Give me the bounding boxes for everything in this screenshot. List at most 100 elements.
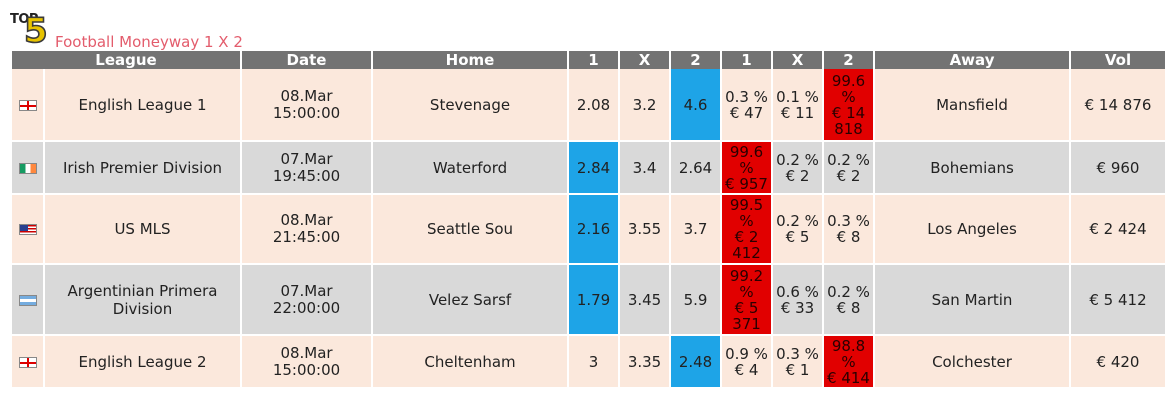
- date-cell: 07.Mar 19:45:00: [240, 141, 374, 195]
- table-row[interactable]: US MLS 08.Mar 21:45:00 Seattle Sou 2.16 3…: [10, 194, 1168, 265]
- date-day: 08.Mar: [280, 86, 333, 105]
- home-team-cell[interactable]: Velez Sarsf: [371, 264, 570, 336]
- header-away[interactable]: Away: [873, 51, 1072, 69]
- money-1-amount: € 5 371: [732, 298, 761, 333]
- home-team-cell[interactable]: Seattle Sou: [371, 194, 570, 265]
- away-team-cell[interactable]: Bohemians: [873, 141, 1072, 195]
- usa-flag-icon: [18, 224, 37, 235]
- table-row[interactable]: English League 1 08.Mar 15:00:00 Stevenag…: [10, 69, 1168, 142]
- logo-number: 5: [23, 11, 48, 51]
- league-cell[interactable]: Argentinian Primera Division: [42, 264, 243, 336]
- date-time: 15:00:00: [272, 103, 341, 122]
- league-cell[interactable]: English League 1: [42, 69, 243, 142]
- money-2-cell: 99.6 % € 14 818: [822, 69, 876, 142]
- odd-1-cell[interactable]: 2.08: [567, 69, 621, 142]
- date-time: 19:45:00: [272, 166, 341, 185]
- money-2-amount: € 14 818: [831, 103, 866, 138]
- header-money-x[interactable]: X: [771, 51, 825, 69]
- odd-2-cell[interactable]: 4.6: [669, 69, 723, 142]
- money-2-pct: 0.2 %: [827, 282, 870, 301]
- odd-2-cell[interactable]: 2.48: [669, 335, 723, 389]
- away-team-cell[interactable]: Colchester: [873, 335, 1072, 389]
- odd-2-cell[interactable]: 3.7: [669, 194, 723, 265]
- league-cell[interactable]: Irish Premier Division: [42, 141, 243, 195]
- money-1-pct: 0.9 %: [725, 344, 768, 363]
- money-x-amount: € 2: [785, 166, 810, 185]
- money-x-pct: 0.3 %: [776, 344, 819, 363]
- money-1-amount: € 2 412: [732, 228, 761, 262]
- money-1-cell: 99.5 % € 2 412: [720, 194, 774, 265]
- ireland-flag-icon: [18, 162, 37, 174]
- logo-top-text: TOP: [10, 12, 38, 27]
- volume-cell: € 14 876: [1069, 69, 1168, 142]
- money-1-amount: € 957: [725, 174, 768, 193]
- date-time: 15:00:00: [272, 360, 341, 379]
- money-2-cell: 0.2 % € 8: [822, 264, 876, 336]
- money-2-pct: 0.3 %: [827, 212, 870, 230]
- date-day: 07.Mar: [280, 149, 333, 168]
- odd-x-cell[interactable]: 3.4: [618, 141, 672, 195]
- table-row[interactable]: English League 2 08.Mar 15:00:00 Cheltenh…: [10, 335, 1168, 389]
- header-vol[interactable]: Vol: [1069, 51, 1168, 69]
- odd-2-cell[interactable]: 5.9: [669, 264, 723, 336]
- money-1-pct: 99.5 %: [729, 196, 764, 230]
- odd-1-cell[interactable]: 2.84: [567, 141, 621, 195]
- argentina-flag-icon: [18, 294, 37, 306]
- header-odd-2[interactable]: 2: [669, 51, 723, 69]
- league-cell[interactable]: English League 2: [42, 335, 243, 389]
- home-team-cell[interactable]: Waterford: [371, 141, 570, 195]
- money-2-pct: 0.2 %: [827, 150, 870, 169]
- money-1-amount: € 4: [734, 360, 759, 379]
- page-title: Football Moneyway 1 X 2: [55, 33, 243, 51]
- money-2-amount: € 8: [836, 228, 861, 246]
- table-row[interactable]: Irish Premier Division 07.Mar 19:45:00 Wa…: [10, 141, 1168, 195]
- volume-cell: € 420: [1069, 335, 1168, 389]
- money-2-cell: 0.3 % € 8: [822, 194, 876, 265]
- money-1-pct: 99.2 %: [729, 266, 764, 301]
- odd-1-cell[interactable]: 1.79: [567, 264, 621, 336]
- top5-logo: TOP 5: [10, 11, 50, 51]
- home-team-cell[interactable]: Stevenage: [371, 69, 570, 142]
- odd-x-cell[interactable]: 3.2: [618, 69, 672, 142]
- odd-1-cell[interactable]: 3: [567, 335, 621, 389]
- date-cell: 08.Mar 21:45:00: [240, 194, 374, 265]
- away-team-cell[interactable]: San Martin: [873, 264, 1072, 336]
- money-x-amount: € 11: [780, 103, 815, 122]
- money-1-cell: 99.6 % € 957: [720, 141, 774, 195]
- header-date[interactable]: Date: [240, 51, 374, 69]
- date-time: 22:00:00: [272, 298, 341, 317]
- header-home[interactable]: Home: [371, 51, 570, 69]
- moneyway-table: League Date Home 1 X 2 1 X 2 Away Vol En…: [9, 51, 1168, 389]
- table-header-row: League Date Home 1 X 2 1 X 2 Away Vol: [9, 51, 1168, 69]
- money-2-pct: 98.8 %: [831, 336, 866, 371]
- header-odd-x[interactable]: X: [618, 51, 672, 69]
- money-1-pct: 99.6 %: [729, 142, 764, 177]
- odd-x-cell[interactable]: 3.35: [618, 335, 672, 389]
- money-1-cell: 99.2 % € 5 371: [720, 264, 774, 336]
- money-x-cell: 0.2 % € 5: [771, 194, 825, 265]
- league-cell[interactable]: US MLS: [42, 194, 243, 265]
- header-money-1[interactable]: 1: [720, 51, 774, 69]
- away-team-cell[interactable]: Los Angeles: [873, 194, 1072, 265]
- volume-cell: € 960: [1069, 141, 1168, 195]
- header-league[interactable]: League: [9, 51, 243, 69]
- money-2-amount: € 414: [827, 368, 870, 387]
- date-cell: 08.Mar 15:00:00: [240, 335, 374, 389]
- date-cell: 08.Mar 15:00:00: [240, 69, 374, 142]
- money-x-pct: 0.2 %: [776, 212, 819, 230]
- odd-x-cell[interactable]: 3.45: [618, 264, 672, 336]
- table-row[interactable]: Argentinian Primera Division 07.Mar 22:00…: [10, 264, 1168, 336]
- volume-cell: € 2 424: [1069, 194, 1168, 265]
- odd-x-cell[interactable]: 3.55: [618, 194, 672, 265]
- odd-1-cell[interactable]: 2.16: [567, 194, 621, 265]
- header-odd-1[interactable]: 1: [567, 51, 621, 69]
- odd-2-cell[interactable]: 2.64: [669, 141, 723, 195]
- date-day: 08.Mar: [280, 343, 333, 362]
- home-team-cell[interactable]: Cheltenham: [371, 335, 570, 389]
- money-2-amount: € 8: [836, 298, 861, 317]
- header-money-2[interactable]: 2: [822, 51, 876, 69]
- money-x-cell: 0.2 % € 2: [771, 141, 825, 195]
- england-flag-icon: [18, 99, 37, 111]
- money-x-amount: € 5: [785, 228, 810, 246]
- away-team-cell[interactable]: Mansfield: [873, 69, 1072, 142]
